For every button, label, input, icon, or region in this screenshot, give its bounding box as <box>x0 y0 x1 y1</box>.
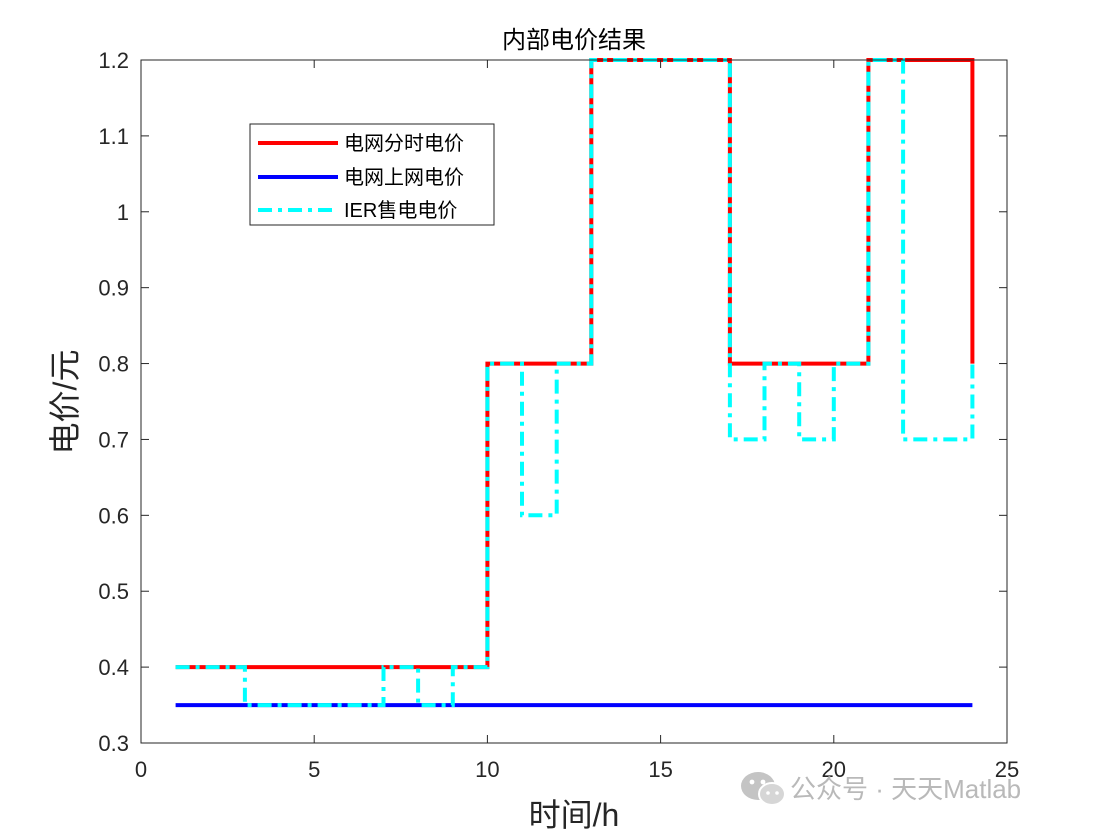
x-tick-label: 25 <box>995 757 1019 782</box>
chart-title: 内部电价结果 <box>502 27 646 54</box>
x-tick-label: 10 <box>475 757 499 782</box>
y-tick-label: 1 <box>117 200 129 225</box>
x-tick-label: 20 <box>822 757 846 782</box>
y-tick-label: 1.1 <box>98 124 129 149</box>
y-tick-label: 0.4 <box>98 655 129 680</box>
series-line-2 <box>175 58 975 708</box>
y-axis-label: 电价/元 <box>47 350 83 455</box>
x-tick-label: 0 <box>135 757 147 782</box>
legend-label-1: 电网上网电价 <box>344 166 464 189</box>
y-tick-label: 1.2 <box>98 48 129 73</box>
y-tick-label: 0.7 <box>98 427 129 452</box>
x-tick-label: 5 <box>308 757 320 782</box>
legend-label-2: IER售电电价 <box>344 199 457 222</box>
y-tick-label: 0.9 <box>98 276 129 301</box>
y-tick-label: 0.6 <box>98 503 129 528</box>
watermark-text: 公众号 · 天天Matlab <box>790 774 1021 804</box>
x-tick-label: 15 <box>648 757 672 782</box>
y-tick-label: 0.3 <box>98 731 129 756</box>
y-tick-label: 0.8 <box>98 352 129 377</box>
x-axis-label: 时间/h <box>529 797 620 832</box>
watermark: 公众号 · 天天Matlab <box>741 772 1021 806</box>
wechat-icon <box>741 772 786 806</box>
y-tick-label: 0.5 <box>98 579 129 604</box>
legend-label-0: 电网分时电价 <box>344 132 464 155</box>
tick-layer: 0 5 10 15 20 25 0.3 0.4 0.5 0.6 0.7 0.8 0.9 1 1.1 1.2 <box>98 48 1019 782</box>
axes-frame <box>140 59 1008 744</box>
